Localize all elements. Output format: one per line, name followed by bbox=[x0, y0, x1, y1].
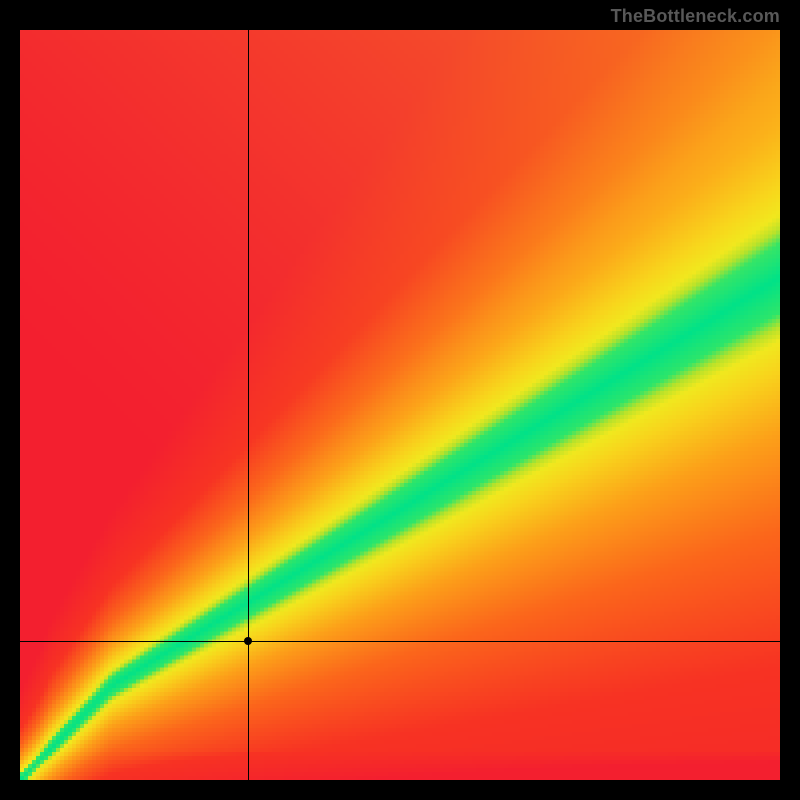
crosshair-marker bbox=[244, 637, 252, 645]
heatmap-canvas bbox=[20, 30, 780, 780]
crosshair-vertical bbox=[248, 30, 249, 780]
heatmap-plot bbox=[20, 30, 780, 780]
crosshair-horizontal bbox=[20, 641, 780, 642]
watermark-text: TheBottleneck.com bbox=[611, 6, 780, 27]
chart-container: TheBottleneck.com bbox=[0, 0, 800, 800]
